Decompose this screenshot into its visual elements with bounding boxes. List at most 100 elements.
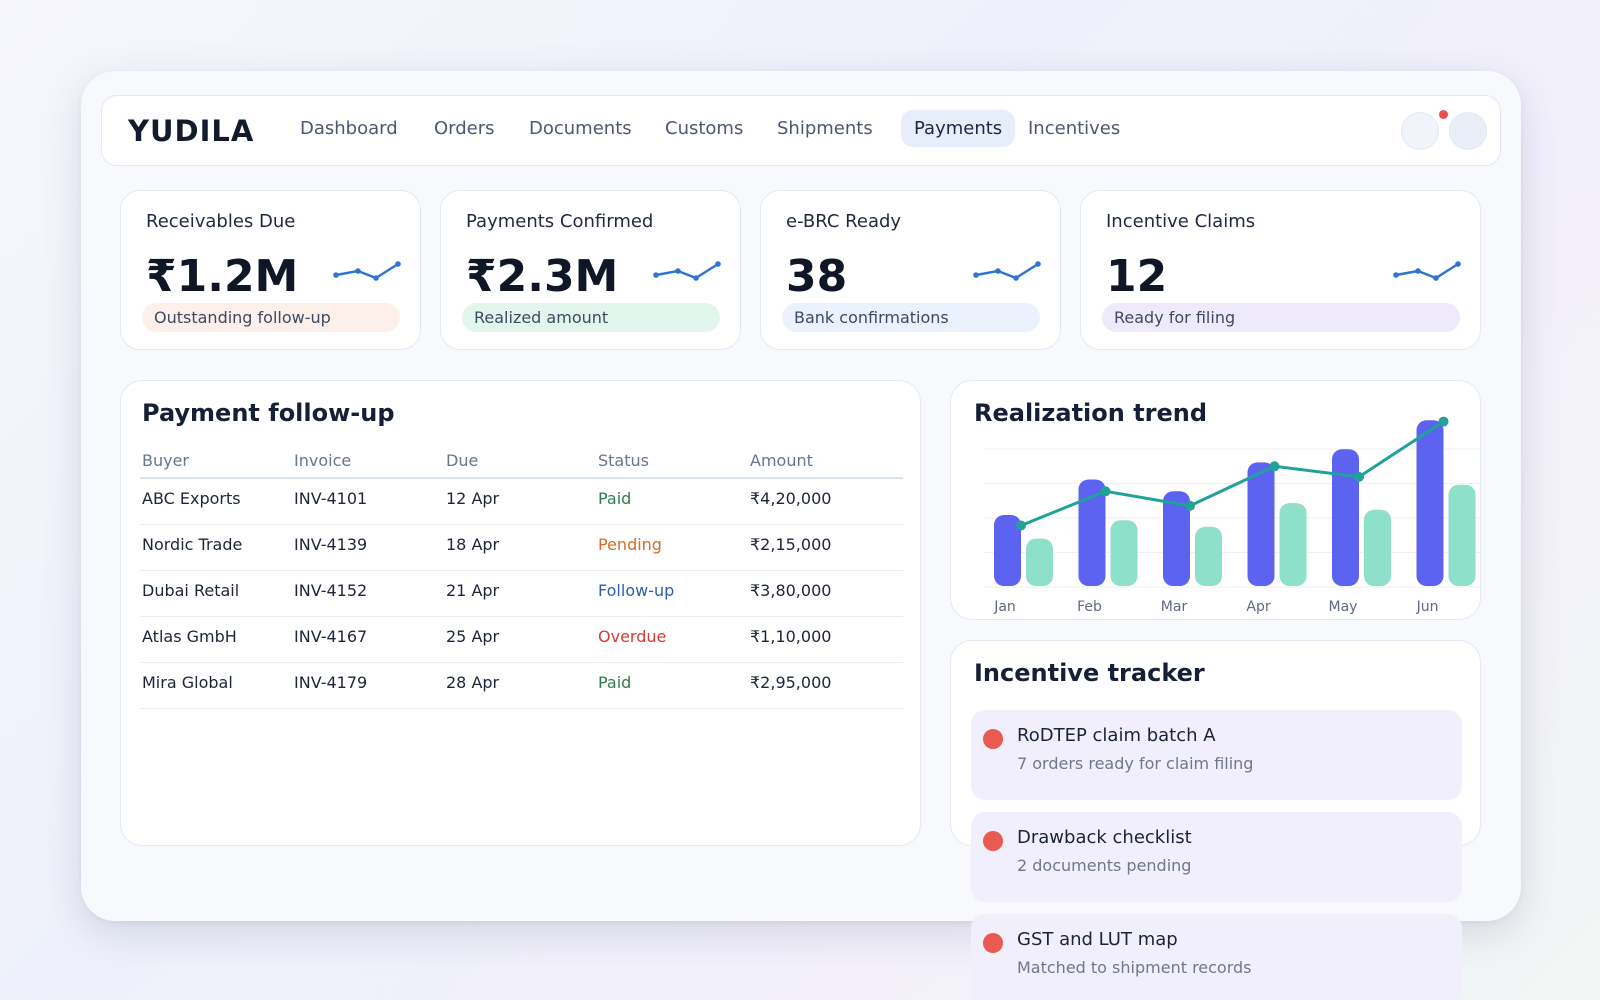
trend-point	[1269, 461, 1280, 472]
nav-item-customs[interactable]: Customs	[665, 118, 744, 139]
kpi-value: 12	[1106, 251, 1168, 302]
table-row[interactable]: ABC Exports INV-4101 12 Apr Paid ₹4,20,0…	[140, 479, 903, 525]
x-tick-label: Apr	[1246, 599, 1270, 615]
cell-due: 12 Apr	[446, 489, 500, 508]
kpi-value: 38	[786, 251, 848, 302]
tracker-item-subtitle: 7 orders ready for claim filing	[1017, 754, 1254, 773]
trend-line	[1020, 420, 1445, 527]
trend-point	[1100, 486, 1111, 497]
brand-logo[interactable]: YUDILA	[128, 114, 255, 148]
sparkline-icon	[973, 261, 1041, 281]
kpi-card-payments-confirmed[interactable]: Payments Confirmed ₹2.3M Realized amount	[440, 190, 741, 350]
cell-status: Follow-up	[598, 581, 675, 600]
cell-invoice: INV-4101	[294, 489, 368, 508]
column-header-amount[interactable]: Amount	[750, 451, 813, 470]
cell-buyer: Nordic Trade	[142, 535, 243, 554]
nav-item-dashboard[interactable]: Dashboard	[300, 118, 398, 139]
kpi-title: Incentive Claims	[1106, 211, 1256, 232]
bar-secondary	[1110, 520, 1138, 586]
tracker-item[interactable]: Drawback checklist 2 documents pending	[971, 812, 1462, 902]
tracker-item[interactable]: RoDTEP claim batch A 7 orders ready for …	[971, 710, 1462, 800]
cell-invoice: INV-4167	[294, 627, 368, 646]
bar-primary	[994, 514, 1021, 586]
nav-item-shipments[interactable]: Shipments	[777, 118, 873, 139]
bar-primary	[1163, 491, 1190, 586]
table-row[interactable]: Dubai Retail INV-4152 21 Apr Follow-up ₹…	[140, 571, 903, 617]
kpi-card-incentive-claims[interactable]: Incentive Claims 12 Ready for filing	[1080, 190, 1481, 350]
panel-title: Incentive tracker	[974, 659, 1205, 687]
nav-item-payments[interactable]: Payments	[901, 110, 1016, 147]
kpi-card-receivables[interactable]: Receivables Due ₹1.2M Outstanding follow…	[120, 190, 421, 350]
bar-primary	[1416, 420, 1444, 586]
kpi-card-ebrc-ready[interactable]: e-BRC Ready 38 Bank confirmations	[760, 190, 1061, 350]
bar-secondary	[1448, 484, 1476, 586]
table-header-divider	[140, 477, 903, 479]
tracker-item-title: Drawback checklist	[1017, 827, 1192, 848]
tracker-item-title: GST and LUT map	[1017, 929, 1178, 950]
bar-secondary	[1026, 538, 1053, 586]
kpi-title: Payments Confirmed	[466, 211, 654, 232]
sparkline-icon	[1393, 261, 1461, 281]
cell-buyer: Mira Global	[142, 673, 233, 692]
x-tick-label: Mar	[1161, 599, 1188, 615]
notifications-button[interactable]	[1401, 112, 1439, 150]
panel-title: Payment follow-up	[142, 399, 395, 427]
cell-due: 25 Apr	[446, 627, 500, 646]
realization-trend-panel: Realization trend Jan Feb Mar Apr May Jun	[950, 380, 1481, 620]
cell-amount: ₹4,20,000	[750, 489, 832, 508]
x-tick-label: Feb	[1077, 599, 1102, 615]
cell-due: 18 Apr	[446, 535, 500, 554]
cell-status: Paid	[598, 673, 632, 692]
nav-item-documents[interactable]: Documents	[529, 118, 632, 139]
column-header-invoice[interactable]: Invoice	[294, 451, 352, 470]
cell-amount: ₹1,10,000	[750, 627, 832, 646]
status-dot-icon	[983, 831, 1003, 851]
cell-buyer: ABC Exports	[142, 489, 241, 508]
payment-followup-panel: Payment follow-up Buyer Invoice Due Stat…	[120, 380, 921, 846]
bar-primary	[1078, 479, 1106, 586]
bar-secondary	[1364, 509, 1391, 586]
tracker-item[interactable]: GST and LUT map Matched to shipment reco…	[971, 914, 1462, 1000]
kpi-pill: Ready for filing	[1102, 303, 1460, 332]
tracker-item-title: RoDTEP claim batch A	[1017, 725, 1216, 746]
cell-invoice: INV-4139	[294, 535, 368, 554]
cell-status: Pending	[598, 535, 662, 554]
cell-due: 21 Apr	[446, 581, 500, 600]
cell-invoice: INV-4179	[294, 673, 368, 692]
kpi-value: ₹2.3M	[466, 251, 619, 302]
x-tick-label: Jan	[993, 599, 1016, 615]
status-dot-icon	[983, 729, 1003, 749]
column-header-status[interactable]: Status	[598, 451, 649, 470]
notification-badge-icon	[1439, 110, 1448, 119]
realization-trend-chart: Jan Feb Mar Apr May Jun	[984, 416, 1480, 615]
nav-item-orders[interactable]: Orders	[434, 118, 495, 139]
trend-point	[1016, 520, 1026, 531]
bar-primary	[1247, 462, 1275, 586]
table-row[interactable]: Nordic Trade INV-4139 18 Apr Pending ₹2,…	[140, 525, 903, 571]
trend-point	[1354, 471, 1364, 482]
kpi-value: ₹1.2M	[146, 251, 299, 302]
nav-item-incentives[interactable]: Incentives	[1028, 118, 1121, 139]
trend-point	[1438, 416, 1449, 427]
user-avatar[interactable]	[1449, 112, 1487, 150]
cell-buyer: Dubai Retail	[142, 581, 240, 600]
x-tick-label: Jun	[1416, 599, 1439, 615]
sparkline-icon	[653, 261, 721, 281]
table-row[interactable]: Atlas GmbH INV-4167 25 Apr Overdue ₹1,10…	[140, 617, 903, 663]
cell-status: Overdue	[598, 627, 667, 646]
kpi-pill: Bank confirmations	[782, 303, 1040, 332]
bar-secondary	[1279, 503, 1307, 586]
top-navigation-bar: YUDILA Dashboard Orders Documents Custom…	[101, 95, 1501, 166]
trend-point	[1185, 500, 1195, 511]
cell-invoice: INV-4152	[294, 581, 368, 600]
tracker-item-subtitle: Matched to shipment records	[1017, 958, 1252, 977]
column-header-due[interactable]: Due	[446, 451, 479, 470]
table-row[interactable]: Mira Global INV-4179 28 Apr Paid ₹2,95,0…	[140, 663, 903, 709]
kpi-title: e-BRC Ready	[786, 211, 902, 232]
cell-status: Paid	[598, 489, 632, 508]
cell-amount: ₹3,80,000	[750, 581, 832, 600]
tracker-item-subtitle: 2 documents pending	[1017, 856, 1192, 875]
bar-primary	[1332, 449, 1359, 586]
kpi-title: Receivables Due	[146, 211, 296, 232]
column-header-buyer[interactable]: Buyer	[142, 451, 190, 470]
